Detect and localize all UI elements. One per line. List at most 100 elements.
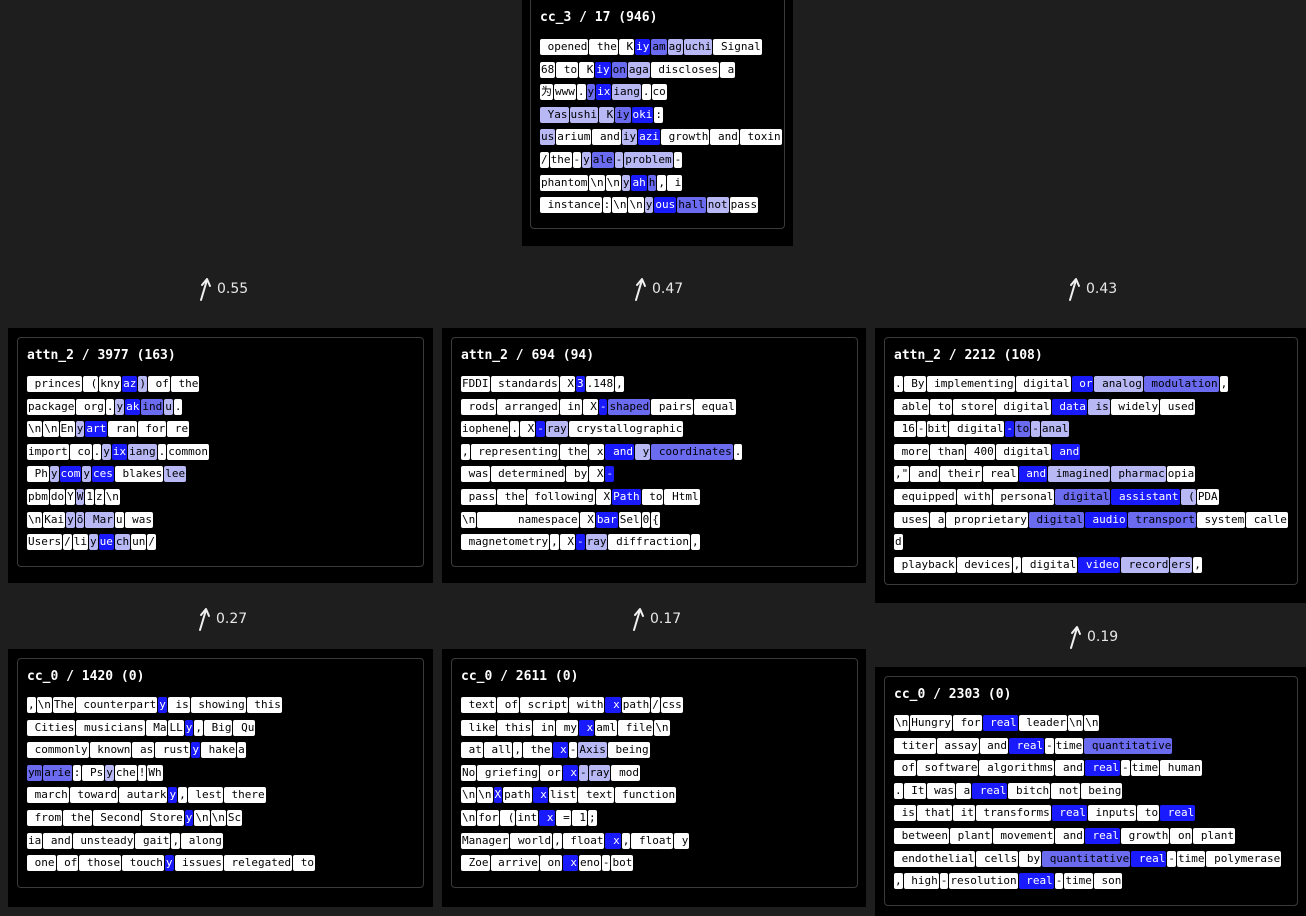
token: opened [540, 39, 589, 55]
token: at [461, 742, 483, 759]
feature-card-attn2-2212: attn_2 / 2212 (108) . By implementing di… [884, 337, 1298, 585]
token-line: 16- bit digital - to - anal [894, 421, 1289, 444]
token: and [592, 129, 621, 146]
token-lines: . By implementing digital or analog modu… [894, 376, 1289, 579]
token: ! [137, 764, 147, 781]
token: opia [1166, 466, 1196, 483]
token-line: endothelial cells by quantitative real - t… [894, 850, 1282, 874]
token: real [982, 715, 1018, 731]
token: 68 [540, 61, 556, 78]
token: y [66, 511, 75, 528]
token: digital [1055, 488, 1111, 505]
token: and [605, 443, 634, 460]
token: . [510, 421, 519, 438]
token-line: \n Kai y ō Mar u was [27, 511, 210, 535]
token: being [1080, 782, 1123, 799]
token: ous [654, 197, 677, 214]
token: implementing [926, 376, 1015, 392]
token: , [615, 376, 624, 392]
token: , [27, 697, 36, 713]
token: x [579, 719, 595, 736]
token: personal [992, 488, 1055, 505]
token: resolution [949, 873, 1018, 890]
token: import [27, 443, 69, 460]
token: time [1064, 873, 1093, 890]
connection-weight: 0.27 [216, 611, 248, 627]
token: real [1051, 805, 1087, 822]
token: is [894, 805, 916, 822]
token: common [167, 443, 209, 460]
token-line: titer assay and real - time quantitative [894, 737, 1282, 761]
token: am [651, 39, 667, 55]
token: ag [667, 39, 683, 55]
connection-arrow: 0.27 [196, 606, 247, 632]
token: and [1051, 443, 1081, 460]
token: digital [1028, 511, 1084, 528]
token: Ph [27, 466, 49, 483]
token: standards [490, 376, 559, 392]
token: d [894, 534, 903, 551]
token: Ps [82, 764, 105, 781]
token: hall [677, 197, 706, 214]
token: K [618, 39, 635, 55]
token: The [52, 697, 75, 713]
token: unsteady [72, 832, 135, 849]
token: was [461, 466, 490, 483]
token: x [552, 742, 568, 759]
token-line: Users / li y ue ch un / [27, 534, 210, 557]
token: eno [578, 855, 601, 872]
token: y [158, 697, 167, 713]
token: - [572, 151, 582, 168]
token: of [497, 697, 519, 713]
token: . [894, 376, 903, 392]
token-line: ym arie: Ps y che! Wh [27, 764, 316, 788]
token: - [1005, 421, 1014, 438]
token: real [1131, 850, 1167, 867]
token: \n [605, 174, 621, 191]
feature-card-attn2-694: attn_2 / 694 (94) FDDI standards X 3.148,… [451, 337, 858, 567]
token: my [556, 719, 578, 736]
token: problem [624, 151, 673, 168]
token: to [641, 488, 664, 505]
token-line: FDDI standards X 3.148, [461, 376, 743, 399]
token: and [910, 466, 939, 483]
token: art [85, 421, 108, 438]
token: \n [27, 421, 43, 438]
middle-panel-left: attn_2 / 3977 (163) princes (kny az) of t… [8, 328, 433, 583]
token: algorithms [979, 760, 1055, 777]
token: int [516, 809, 539, 826]
token: ( [82, 376, 99, 392]
token: It [903, 782, 926, 799]
up-arrow-icon [632, 276, 648, 302]
token: Second [92, 809, 141, 826]
token-line: equipped with personal digital assistant… [894, 488, 1289, 512]
token: bar [595, 511, 618, 528]
token: \n [461, 809, 477, 826]
token: iang [128, 443, 157, 460]
token-line: \n \n En y art ran for re [27, 421, 210, 444]
token: uchi [683, 39, 713, 55]
token: y [168, 787, 178, 804]
token: / [147, 534, 156, 551]
token: bit [926, 421, 949, 438]
token: . [576, 84, 586, 101]
feature-card-cc0-2303: cc_0 / 2303 (0) \n Hungry for real leader… [884, 676, 1298, 906]
token-line: uses a proprietary digital audio transpo… [894, 511, 1289, 535]
token: text [461, 697, 497, 713]
token: that [916, 805, 952, 822]
token: Signal [713, 39, 762, 55]
token: - [575, 534, 585, 551]
token: equipped [894, 488, 956, 505]
token: a [719, 61, 736, 78]
token: re [167, 421, 190, 438]
token-line: . By implementing digital or analog modu… [894, 376, 1289, 399]
token: for [953, 715, 982, 731]
token: arrive [490, 855, 539, 872]
token: digital [1022, 556, 1078, 573]
token: y [82, 466, 91, 483]
token: real [1160, 805, 1196, 822]
token: x [532, 787, 548, 804]
token: representing [470, 443, 559, 460]
